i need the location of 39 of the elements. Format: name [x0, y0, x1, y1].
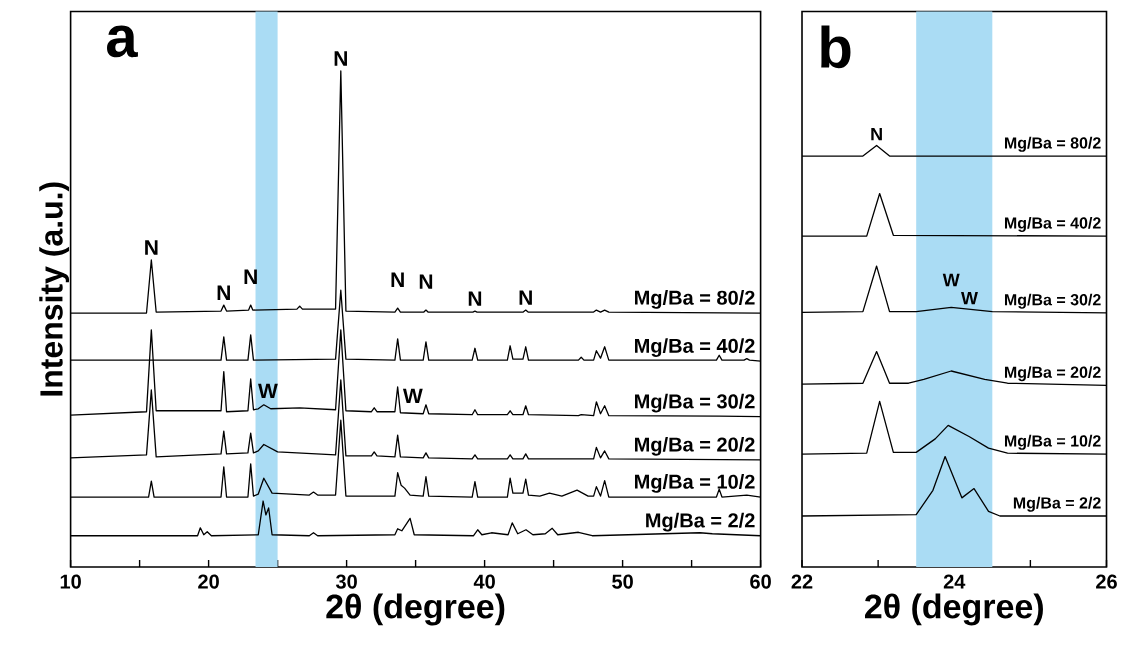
x-axis-title: 2θ (degree)	[326, 593, 505, 626]
x-tick-label: 22	[791, 574, 813, 589]
x-tick-label: 40	[473, 574, 495, 589]
series-label: Mg/Ba = 40/2	[1005, 216, 1101, 232]
x-tick-label: 10	[60, 574, 81, 589]
series-label: Mg/Ba = 20/2	[635, 436, 755, 456]
annotation: N	[391, 272, 404, 287]
annotation: N	[334, 51, 347, 66]
series-label: Mg/Ba = 30/2	[635, 393, 755, 413]
annotation: W	[961, 291, 978, 305]
annotation: N	[217, 285, 230, 300]
x-tick-label: 26	[1096, 574, 1117, 589]
annotation: N	[468, 291, 482, 306]
series-label: Mg/Ba = 80/2	[635, 290, 755, 309]
annotation: N	[244, 269, 257, 284]
annotation: W	[402, 388, 423, 404]
x-tick-label: 50	[612, 574, 633, 589]
series-label: Mg/Ba = 80/2	[1005, 136, 1101, 152]
annotation: N	[145, 240, 158, 255]
chart-title: a	[107, 25, 138, 58]
series-label: Mg/Ba = 10/2	[635, 474, 755, 493]
series-label: Mg/Ba = 20/2	[1005, 366, 1101, 382]
series-label: Mg/Ba = 2/2	[646, 512, 755, 532]
series-label: Mg/Ba = 2/2	[1013, 496, 1101, 512]
series-label: Mg/Ba = 40/2	[635, 338, 755, 357]
series-label: Mg/Ba = 30/2	[1005, 293, 1101, 309]
x-axis-title: 2θ (degree)	[864, 593, 1043, 626]
annotation: N	[871, 127, 882, 141]
x-tick-label: 20	[198, 574, 219, 589]
chart-title: b	[821, 25, 851, 69]
x-tick-label: 30	[335, 574, 357, 589]
x-tick-label: 24	[943, 574, 966, 589]
annotation: W	[258, 383, 278, 399]
x-tick-label: 60	[750, 574, 771, 589]
annotation: N	[519, 290, 532, 305]
y-axis-title: Intensity (a.u.)	[39, 182, 70, 396]
series-label: Mg/Ba = 10/2	[1005, 434, 1101, 450]
annotation: W	[942, 273, 960, 287]
annotation: N	[419, 274, 433, 289]
